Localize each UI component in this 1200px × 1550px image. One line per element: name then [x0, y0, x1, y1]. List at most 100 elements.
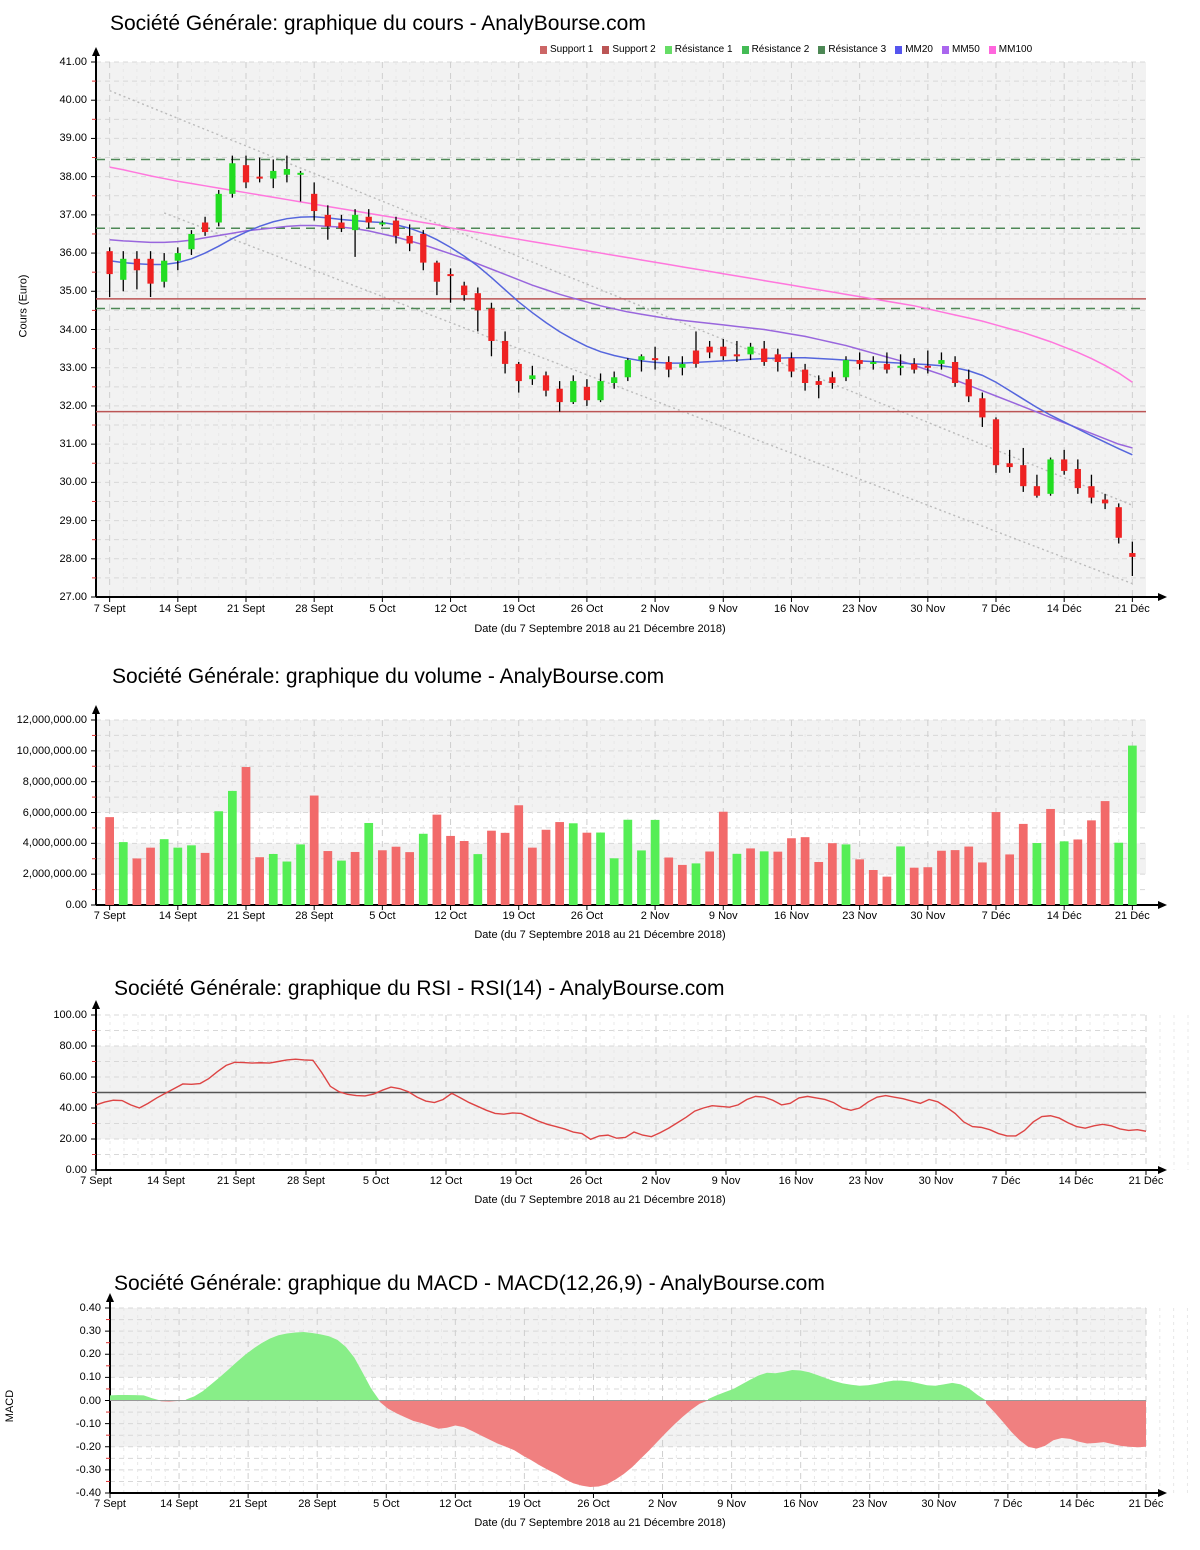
moving-average-line: [109, 166, 1133, 383]
volume-x-tick-label: 12 Oct: [434, 910, 467, 922]
volume-bar: [514, 805, 524, 905]
volume-y-tick-label: 2,000,000.00: [22, 868, 87, 881]
volume-bar: [787, 838, 796, 905]
volume-bar: [841, 844, 851, 905]
legend-item-support-1: Support 1: [540, 45, 593, 55]
rsi-y-axis-label: RSI: [0, 1090, 1, 1108]
volume-bar: [378, 850, 387, 905]
macd-x-axis-label: Date (du 7 Septembre 2018 au 21 Décembre…: [474, 1517, 726, 1529]
rsi-x-tick-label: 30 Nov: [918, 1175, 954, 1187]
volume-bar: [255, 857, 264, 905]
volume-bar: [937, 850, 946, 905]
candle-body: [120, 258, 127, 280]
price-x-tick-label: 14 Sept: [158, 603, 197, 615]
volume-bar: [350, 851, 360, 905]
volume-bar: [487, 830, 496, 905]
price-y-tick-label: 32.00: [59, 399, 87, 412]
candle-body: [924, 365, 931, 368]
candle-body: [311, 193, 318, 212]
volume-chart-svg: [91, 705, 1167, 910]
rsi-plot-area: 0.00 20.00 40.00 60.00 80.00 100.00 7 Sept 14 S…: [0, 965, 1200, 1260]
price-chart-svg: [91, 47, 1167, 602]
candle-body: [992, 419, 1000, 466]
price-chart-legend: Support 1 Support 2 Résistance 1 Résistance…: [540, 45, 1032, 55]
candle-body: [1033, 486, 1041, 496]
candle-body: [911, 363, 918, 370]
volume-bar: [828, 843, 837, 905]
moving-average-line: [109, 216, 1133, 456]
candle-body: [583, 386, 591, 401]
candle-body: [420, 233, 427, 263]
volume-bar: [1128, 745, 1137, 905]
candle-body: [624, 360, 631, 378]
volume-bar: [623, 819, 633, 905]
volume-bar: [459, 841, 469, 905]
legend-label: MM20: [905, 44, 933, 55]
volume-bar: [1100, 801, 1110, 905]
candle-body: [556, 388, 563, 403]
volume-bar: [718, 811, 728, 905]
volume-bar: [173, 847, 183, 905]
candle-body: [270, 170, 277, 179]
macd-x-tick-label: 12 Oct: [439, 1498, 472, 1510]
macd-x-tick-label: 7 Déc: [993, 1498, 1023, 1510]
volume-bar: [187, 845, 196, 905]
candle-body: [1061, 459, 1068, 471]
macd-positive-area: [110, 1332, 986, 1401]
volume-bar: [555, 822, 564, 905]
volume-bar: [146, 847, 155, 905]
volume-bar: [978, 862, 987, 905]
candle-body: [515, 363, 522, 382]
rsi-x-tick-label: 14 Sept: [147, 1175, 185, 1187]
volume-x-tick-label: 23 Nov: [842, 910, 878, 922]
volume-bar: [746, 848, 755, 905]
macd-x-tick-label: 7 Sept: [94, 1498, 126, 1510]
candle-body: [488, 308, 495, 341]
candle-body: [1088, 486, 1095, 498]
price-y-tick-label: 29.00: [59, 514, 87, 527]
candle-body: [392, 220, 400, 236]
volume-bar: [364, 822, 374, 905]
candle-body: [1101, 499, 1109, 504]
y-axis-arrow-icon: [106, 1293, 114, 1302]
candle-body: [501, 340, 509, 364]
legend-label: MM100: [998, 44, 1033, 55]
rsi-x-tick-label: 12 Oct: [429, 1175, 463, 1187]
rsi-y-tick-label: 100.00: [53, 1009, 87, 1021]
legend-label: Résistance 3: [828, 44, 887, 55]
volume-bar: [609, 858, 619, 905]
macd-plot-area: -0.40 -0.30 -0.20 -0.10 0.00 0.10 0.20 0.30 0.40…: [0, 1260, 1200, 1550]
rsi-line: [95, 1058, 1147, 1141]
volume-bar: [159, 839, 169, 905]
candle-body: [1074, 468, 1081, 489]
candle-body: [461, 285, 468, 296]
macd-x-tick-label: 21 Sept: [229, 1498, 268, 1510]
x-axis-arrow-icon: [1158, 1489, 1167, 1497]
price-y-tick-label: 27.00: [59, 591, 87, 603]
price-y-tick-label: 37.00: [59, 208, 87, 221]
volume-y-tick-label: 10,000,000.00: [16, 744, 87, 757]
legend-swatch-icon: [602, 46, 610, 54]
y-axis-arrow-icon: [92, 47, 100, 56]
candle-body: [856, 360, 863, 364]
volume-bar: [241, 767, 251, 905]
volume-y-axis-label: Volume: [0, 792, 3, 830]
candle-body: [106, 251, 113, 275]
rsi-x-tick-label: 9 Nov: [711, 1175, 741, 1187]
macd-x-tick-label: 21 Déc: [1128, 1498, 1164, 1510]
candle-body: [842, 360, 850, 378]
volume-bar: [391, 846, 401, 905]
macd-x-tick-label: 16 Nov: [783, 1498, 819, 1510]
volume-bar: [405, 852, 414, 905]
volume-bar: [1032, 843, 1042, 905]
volume-bar: [418, 833, 428, 905]
macd-x-tick-label: 26 Oct: [577, 1498, 610, 1510]
legend-label: MM50: [951, 44, 980, 55]
price-y-tick-label: 33.00: [59, 361, 87, 374]
volume-bar: [732, 853, 742, 905]
macd-y-tick-label: -0.30: [75, 1463, 101, 1476]
volume-bar: [991, 812, 1001, 905]
price-y-tick-label: 40.00: [59, 94, 87, 107]
rsi-y-tick-label: 80.00: [59, 1040, 87, 1052]
volume-x-tick-label: 2 Nov: [640, 910, 670, 922]
